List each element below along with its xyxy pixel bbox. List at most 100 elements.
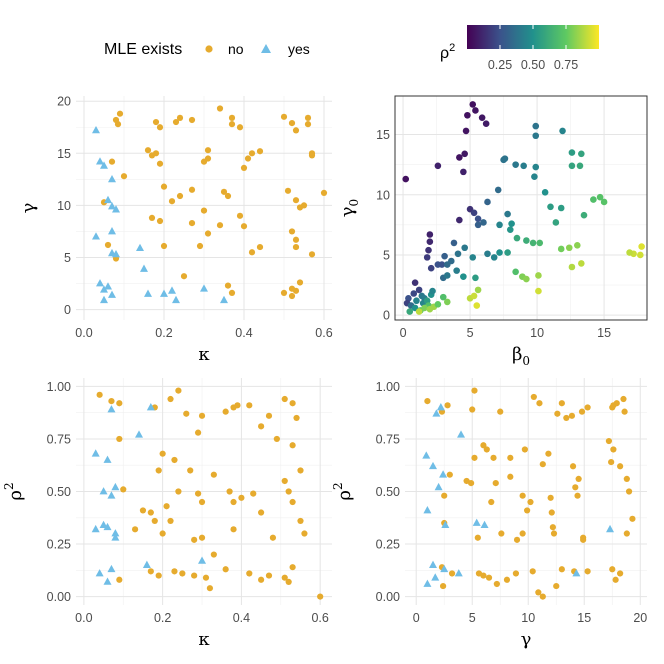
data-point <box>443 298 451 306</box>
data-point-no <box>228 289 236 297</box>
x-tick-label: 0.4 <box>233 611 250 625</box>
data-point-no <box>483 446 490 453</box>
data-point-no <box>256 148 264 155</box>
data-point <box>439 293 447 301</box>
data-point <box>421 304 428 312</box>
data-point-no <box>238 494 245 501</box>
data-point-no <box>160 183 168 190</box>
data-point-no <box>448 570 456 577</box>
data-point-no <box>308 251 316 258</box>
data-point-no <box>116 110 124 117</box>
data-point-no <box>292 236 300 243</box>
data-point-yes <box>96 279 104 287</box>
y-tick-label: 1.00 <box>376 380 400 394</box>
data-point-yes <box>140 264 148 272</box>
data-point-yes <box>440 564 449 573</box>
data-point <box>474 221 482 229</box>
x-tick-label: 0.0 <box>75 611 92 625</box>
data-point <box>557 204 565 212</box>
data-point-no <box>288 292 296 300</box>
data-point-no <box>152 118 160 126</box>
y-tick-label: 15 <box>57 147 71 161</box>
data-point <box>541 189 549 196</box>
data-point <box>532 132 540 140</box>
data-point-yes <box>100 161 108 169</box>
data-point-no <box>468 479 475 487</box>
data-point-yes <box>104 195 112 204</box>
data-point-no <box>512 570 520 577</box>
data-point-no <box>147 568 154 575</box>
data-point-no <box>156 217 164 225</box>
x-tick-label: 0.2 <box>155 326 172 340</box>
data-point-no <box>444 402 451 409</box>
data-point-no <box>304 114 312 121</box>
data-point <box>501 155 509 162</box>
data-point-no <box>265 572 273 579</box>
data-point-no <box>293 414 300 422</box>
data-point-no <box>580 534 587 541</box>
data-point-no <box>469 406 476 413</box>
data-point-yes <box>423 579 432 587</box>
data-point-no <box>289 498 296 506</box>
y-tick-label: 0 <box>383 309 390 323</box>
data-point-no <box>292 287 300 294</box>
data-point-no <box>480 572 487 579</box>
data-point-no <box>424 398 431 405</box>
data-point-no <box>258 576 265 583</box>
data-point-yes <box>100 285 108 293</box>
data-point <box>529 239 537 247</box>
data-point-no <box>198 412 206 419</box>
x-tick-label: 5 <box>467 326 474 340</box>
data-point-no <box>284 187 292 194</box>
data-point-no <box>574 492 581 499</box>
data-point-no <box>539 593 546 600</box>
data-point-no <box>480 442 487 449</box>
data-point-no <box>104 241 112 249</box>
data-point-no <box>493 580 500 588</box>
data-point-yes <box>111 482 120 491</box>
data-point-no <box>281 574 288 581</box>
data-point <box>474 215 482 223</box>
data-point-no <box>230 526 237 533</box>
data-point <box>532 122 540 130</box>
data-point <box>441 252 448 260</box>
data-point-no <box>191 572 198 579</box>
data-point <box>576 162 584 170</box>
data-point-no <box>224 282 232 289</box>
data-point-no <box>220 188 228 195</box>
data-point <box>480 219 487 226</box>
y-tick-label: 0.75 <box>376 432 400 446</box>
data-point-no <box>490 454 497 461</box>
data-point <box>447 257 455 265</box>
x-axis-label: κ <box>198 344 210 365</box>
data-point <box>472 107 479 114</box>
data-point-no <box>148 214 156 221</box>
data-point-yes <box>108 202 116 210</box>
x-tick-label: 5 <box>469 611 476 625</box>
data-point-no <box>285 488 292 495</box>
data-point-no <box>167 395 174 403</box>
data-point-no <box>280 113 288 120</box>
colorbar-tick-label: 0.25 <box>488 58 512 72</box>
data-point <box>512 161 519 168</box>
data-point-no <box>228 114 236 121</box>
x-tick-label: 0.6 <box>315 326 332 340</box>
colorbar-ticks: 0.25 0.50 0.75 <box>488 25 578 72</box>
data-point-no <box>558 400 565 407</box>
data-point-no <box>168 198 176 205</box>
data-point <box>568 263 576 271</box>
data-point-no <box>441 492 448 499</box>
data-point-no <box>545 450 552 457</box>
data-point-yes <box>439 470 448 478</box>
data-point-no <box>289 564 296 571</box>
data-point-yes <box>95 569 104 577</box>
data-point-yes <box>168 286 176 294</box>
data-point-no <box>317 593 324 600</box>
x-tick-label: 0.2 <box>154 611 171 625</box>
data-point-no <box>116 400 123 407</box>
data-point <box>490 254 498 261</box>
data-point <box>461 150 469 158</box>
data-point-yes <box>454 569 463 577</box>
data-point-no <box>550 530 558 537</box>
